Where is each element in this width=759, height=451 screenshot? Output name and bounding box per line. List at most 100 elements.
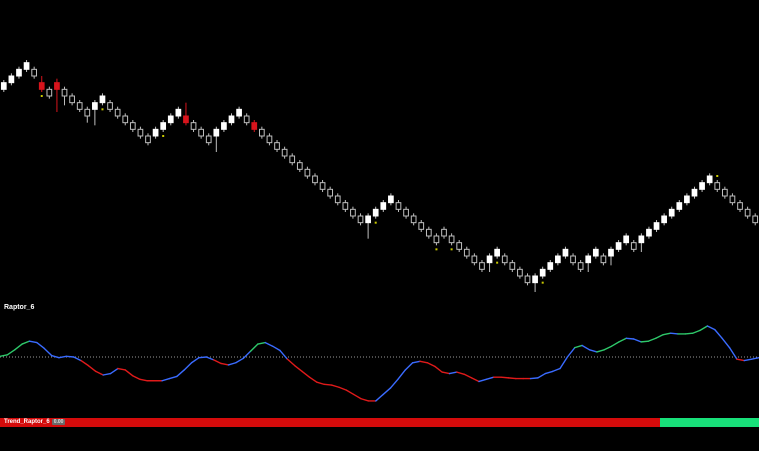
candle [152,128,159,137]
candle [183,115,189,124]
candles-group [0,60,759,292]
oscillator-segment [647,337,657,342]
oscillator-segment [419,360,429,364]
candle [668,208,675,217]
oscillator-segment [28,340,38,344]
oscillator-segment [736,358,745,362]
oscillator-segment [588,349,598,353]
candle [653,222,660,230]
oscillator-segment [80,359,90,367]
oscillator-segment [566,346,576,358]
signal-dot [716,175,719,177]
candle [228,115,235,124]
candle [61,88,68,97]
trend-bar[interactable]: Trend_Raptor_6 0.00 [0,418,759,427]
indicator-name-label: Raptor_6 [4,304,35,311]
candle [327,188,334,197]
oscillator-segment [65,355,75,358]
candle [532,275,538,284]
oscillator-segment [691,329,701,334]
candle [251,122,258,130]
candle [23,62,30,70]
candle [259,128,265,137]
candle [137,128,144,137]
candle [555,255,561,264]
candle [31,68,38,77]
candle [84,108,91,117]
candle [167,115,174,124]
oscillator-segment [360,398,370,402]
oscillator-segment [227,362,237,366]
candle [304,168,311,177]
trend-value-badge: 0.00 [51,419,66,425]
oscillator-segment [655,333,664,339]
oscillator-segment [456,371,465,375]
candle [684,195,690,204]
candle [69,95,75,104]
candle [365,215,371,224]
oscillator-line [0,325,759,402]
oscillator-segment [434,365,443,373]
candle [706,175,713,184]
candle [517,268,523,277]
candle [122,115,129,124]
oscillator-segment [448,371,458,375]
oscillator-segment [618,337,628,343]
oscillator-segment [50,354,60,359]
candle [76,102,83,110]
oscillator-segment [286,358,296,367]
candle [547,262,554,270]
candle [418,222,425,230]
candle [8,75,15,84]
oscillator-segment [109,367,119,375]
oscillator-segment [743,358,753,362]
candle [274,142,280,150]
oscillator-segment [264,341,274,347]
candle [350,208,356,217]
trend-bar-label: Trend_Raptor_6 0.00 [4,419,66,426]
signal-dot [40,95,43,97]
candle [721,188,728,197]
oscillator-segment [478,378,488,383]
signal-dot [450,248,453,251]
candle [334,195,341,204]
oscillator-segment [382,387,392,396]
candle [479,262,485,270]
candle [608,248,614,257]
candle [380,202,387,210]
candle [562,248,569,257]
candle [676,202,683,210]
candle [388,195,394,204]
oscillator-segment [559,356,569,370]
oscillator-segment [43,347,53,357]
oscillator-segment [596,349,605,353]
oscillator-segment [728,346,738,360]
candle [198,128,204,137]
candle [221,122,227,130]
candle [661,215,667,224]
oscillator-segment [669,332,679,335]
candle [433,235,440,244]
oscillator-segment [625,337,635,340]
candle [752,215,759,224]
oscillator-segment [706,325,716,331]
trend-bar-up-segment [660,418,759,427]
candle [160,122,167,130]
candle [213,128,220,137]
oscillator-segment [441,371,451,375]
oscillator-segment [249,343,259,352]
oscillator-segment [36,341,45,350]
candle [0,82,7,90]
oscillator-segment [610,341,620,347]
oscillator-segment [271,345,281,352]
trend-indicator-name: Trend_Raptor_6 [4,419,50,425]
candle [577,262,584,270]
oscillator-segment [0,354,9,357]
oscillator-segment [117,367,126,371]
oscillator-segment [603,345,613,351]
oscillator-segment [58,355,68,359]
oscillator-segment [537,372,547,379]
oscillator-pane[interactable] [0,325,759,402]
